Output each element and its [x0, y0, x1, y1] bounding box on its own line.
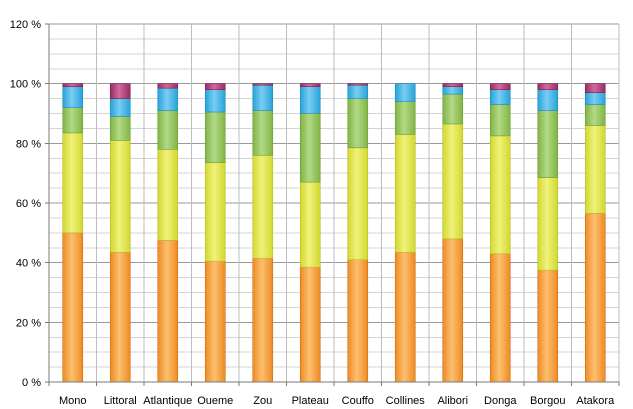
- bar-segment-borgou-s1: [537, 269, 559, 383]
- bar-stack-alibori: [442, 83, 464, 383]
- bar-segment-borgou-s5: [537, 83, 559, 90]
- bar-segment-couffo-s1: [347, 259, 369, 383]
- y-tick-label: 100 %: [10, 79, 41, 91]
- bar-segment-borgou-s2: [537, 177, 559, 271]
- bar-stack-couffo: [347, 83, 369, 383]
- gridlines: [48, 23, 620, 383]
- bar-segment-mono-s4: [62, 86, 84, 108]
- x-tick-label-plateau: Plateau: [292, 395, 329, 407]
- x-tick-label-alibori: Alibori: [437, 395, 468, 407]
- x-tick-label-mono: Mono: [59, 395, 87, 407]
- bar-stack-donga: [489, 83, 511, 383]
- bar-segment-oueme-s2: [204, 162, 226, 262]
- y-tick-label: 40 %: [16, 258, 41, 270]
- bar-segment-mono-s3: [62, 107, 84, 134]
- bar-stack-littoral: [109, 83, 131, 383]
- bar-segment-couffo-s5: [347, 83, 369, 86]
- bar-stack-oueme: [204, 83, 226, 383]
- bar-segment-plateau-s4: [299, 86, 321, 114]
- bar-stack-collines: [394, 83, 416, 383]
- bar-segment-atakora-s1: [584, 213, 606, 383]
- x-tick-label-atlantique: Atlantique: [143, 395, 192, 407]
- bar-segment-oueme-s4: [204, 89, 226, 113]
- bar-segment-oueme-s1: [204, 260, 226, 383]
- bar-segment-littoral-s2: [109, 140, 131, 253]
- bar-segment-zou-s5: [252, 83, 274, 86]
- bar-segment-atakora-s2: [584, 125, 606, 214]
- bar-segment-collines-s2: [394, 134, 416, 253]
- bar-segment-plateau-s5: [299, 83, 321, 87]
- bar-segment-donga-s4: [489, 89, 511, 105]
- bar-stack-atlantique: [157, 83, 179, 383]
- bar-segment-zou-s1: [252, 257, 274, 383]
- bar-segment-mono-s1: [62, 232, 84, 383]
- y-axis-tick-labels: 0 % 20 % 40 % 60 % 80 % 100 % 120 %: [10, 19, 41, 389]
- bar-segment-collines-s1: [394, 251, 416, 383]
- bar-stack-borgou: [537, 83, 559, 383]
- bar-segment-littoral-s5: [109, 83, 131, 99]
- y-tick-label: 0 %: [22, 377, 41, 389]
- y-tick-label: 80 %: [16, 138, 41, 150]
- bar-segment-zou-s4: [252, 84, 274, 111]
- bar-segment-collines-s4: [394, 83, 416, 102]
- x-axis-tick-labels: Mono Littoral Atlantique Oueme Zou Plateau Cou…: [59, 395, 615, 407]
- bar-segment-alibori-s3: [442, 93, 464, 125]
- axes: [45, 23, 620, 386]
- y-tick-label: 60 %: [16, 198, 41, 210]
- bar-segment-atakora-s4: [584, 92, 606, 105]
- bar-segment-atakora-s3: [584, 104, 606, 126]
- x-tick-label-atakora: Atakora: [576, 395, 615, 407]
- bar-segment-alibori-s2: [442, 123, 464, 240]
- x-tick-label-collines: Collines: [386, 395, 426, 407]
- bar-segment-oueme-s5: [204, 83, 226, 90]
- bar-segment-couffo-s4: [347, 84, 369, 99]
- x-tick-label-zou: Zou: [253, 395, 272, 407]
- bar-stack-atakora: [584, 83, 606, 383]
- bar-segment-donga-s3: [489, 104, 511, 137]
- bar-segment-borgou-s3: [537, 110, 559, 178]
- bar-segment-atlantique-s2: [157, 149, 179, 241]
- bar-segment-littoral-s4: [109, 98, 131, 117]
- y-tick-label: 20 %: [16, 317, 41, 329]
- bar-segment-atlantique-s4: [157, 87, 179, 111]
- x-tick-label-littoral: Littoral: [104, 395, 137, 407]
- bar-stack-mono: [62, 83, 84, 383]
- bar-segment-couffo-s2: [347, 147, 369, 260]
- bar-segment-borgou-s4: [537, 89, 559, 111]
- bar-segment-plateau-s2: [299, 181, 321, 268]
- x-tick-label-oueme: Oueme: [197, 395, 233, 407]
- bar-segment-littoral-s3: [109, 116, 131, 141]
- bar-segment-oueme-s3: [204, 111, 226, 164]
- bar-segment-donga-s5: [489, 83, 511, 90]
- bar-stack-plateau: [299, 83, 321, 383]
- bar-segment-mono-s2: [62, 132, 84, 234]
- bar-segment-atlantique-s5: [157, 83, 179, 89]
- bar-segment-mono-s5: [62, 83, 84, 87]
- bar-stack-zou: [252, 83, 274, 383]
- bar-segment-donga-s1: [489, 253, 511, 383]
- bar-segment-plateau-s3: [299, 113, 321, 183]
- bar-segment-alibori-s4: [442, 86, 464, 95]
- bar-segment-zou-s2: [252, 154, 274, 259]
- bar-segment-donga-s2: [489, 135, 511, 255]
- x-tick-label-couffo: Couffo: [342, 395, 374, 407]
- bar-segment-alibori-s5: [442, 83, 464, 87]
- bar-segment-couffo-s3: [347, 98, 369, 149]
- x-tick-label-donga: Donga: [484, 395, 517, 407]
- bar-segment-littoral-s1: [109, 251, 131, 383]
- bar-segment-atlantique-s1: [157, 239, 179, 383]
- y-tick-label: 120 %: [10, 19, 41, 31]
- bar-segment-collines-s3: [394, 101, 416, 135]
- bar-segment-atakora-s5: [584, 83, 606, 93]
- bar-segment-zou-s3: [252, 110, 274, 156]
- bar-segment-atlantique-s3: [157, 110, 179, 150]
- bar-segment-alibori-s1: [442, 238, 464, 383]
- bar-segment-plateau-s1: [299, 266, 321, 383]
- x-tick-label-borgou: Borgou: [530, 395, 565, 407]
